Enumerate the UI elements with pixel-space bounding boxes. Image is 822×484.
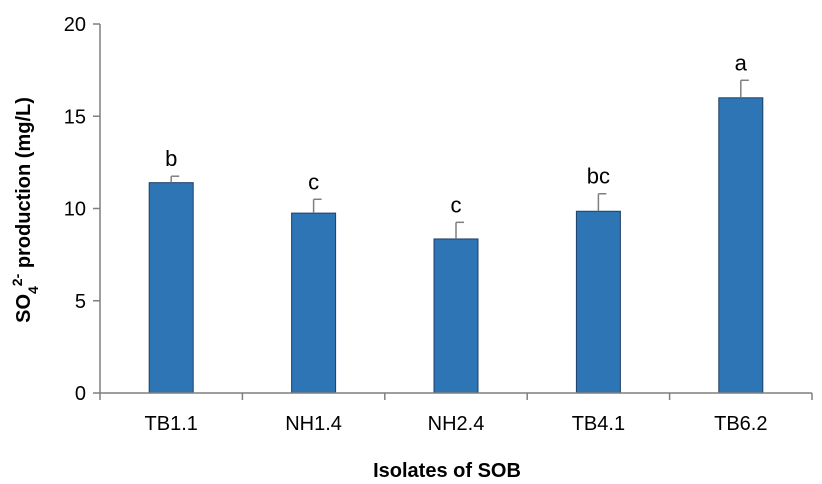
y-tick-label: 0 bbox=[75, 383, 86, 405]
y-axis-title-subscript: 4 bbox=[25, 286, 41, 294]
y-axis: 0 5 10 15 20 bbox=[64, 14, 101, 405]
x-tick-label: NH2.4 bbox=[428, 413, 485, 435]
y-tick-label: 15 bbox=[64, 106, 86, 128]
y-axis-title: SO42- production (mg/L) bbox=[9, 97, 41, 323]
y-axis-title-prefix: SO bbox=[13, 294, 35, 323]
significance-letter: b bbox=[165, 146, 177, 171]
significance-letter: bc bbox=[587, 164, 610, 189]
significance-letter: a bbox=[735, 50, 748, 75]
x-tick-label: TB4.1 bbox=[572, 413, 625, 435]
significance-letter: c bbox=[451, 192, 462, 217]
x-axis: TB1.1 NH1.4 NH2.4 TB4.1 TB6.2 bbox=[99, 392, 813, 435]
y-axis-title-superscript: 2- bbox=[9, 273, 25, 286]
bar bbox=[291, 212, 337, 394]
bar bbox=[433, 238, 479, 394]
x-tick-label: TB6.2 bbox=[714, 413, 767, 435]
y-tick-label: 10 bbox=[64, 199, 86, 221]
bar bbox=[575, 210, 621, 394]
y-axis-title-suffix: production (mg/L) bbox=[13, 97, 35, 274]
y-tick-label: 20 bbox=[64, 14, 86, 36]
x-axis-title: Isolates of SOB bbox=[373, 460, 521, 482]
significance-letter: c bbox=[308, 169, 319, 194]
x-tick-label: NH1.4 bbox=[285, 413, 342, 435]
y-tick-label: 5 bbox=[75, 291, 86, 313]
bar bbox=[718, 97, 764, 394]
bar bbox=[148, 182, 194, 394]
x-tick-label: TB1.1 bbox=[145, 413, 198, 435]
